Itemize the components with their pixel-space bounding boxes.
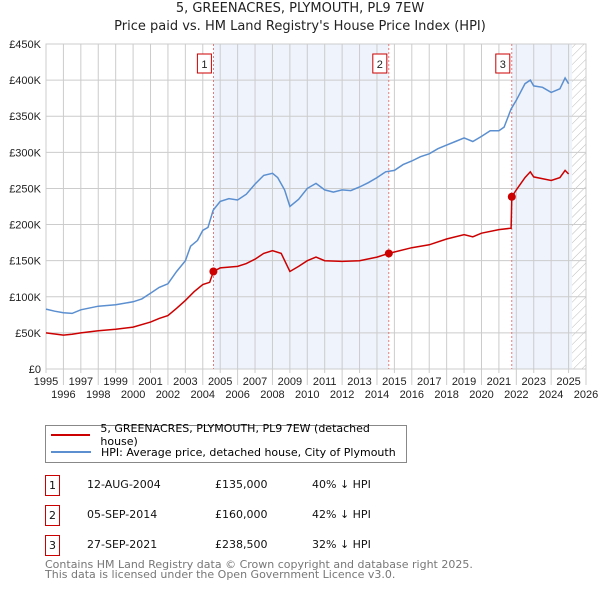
footer: Contains HM Land Registry data © Crown c… [45, 558, 473, 581]
legend-item-hpi: HPI: Average price, detached house, City… [51, 444, 396, 460]
x-tick-label: 2001 [138, 376, 162, 388]
sale-hpi-diff: 40% ↓ HPI [312, 478, 371, 491]
legend-label-property: 5, GREENACRES, PLYMOUTH, PL9 7EW (detach… [100, 422, 370, 448]
x-tick-label: 2015 [382, 376, 406, 388]
y-tick-label: £450K [9, 39, 41, 51]
sale-marker-box [495, 53, 511, 74]
sale-point [384, 249, 393, 258]
x-tick-label: 1996 [51, 389, 75, 401]
sale-date: 27-SEP-2021 [87, 538, 158, 551]
sale-price: £238,500 [215, 538, 268, 551]
x-tick-label: 2009 [278, 376, 302, 388]
series-line-property [45, 169, 570, 336]
x-tick-label: 2019 [452, 376, 476, 388]
x-tick-label: 1998 [86, 389, 110, 401]
legend-item-property: 5, GREENACRES, PLYMOUTH, PL9 7EW (detach… [51, 422, 406, 448]
chart-subtitle: Price paid vs. HM Land Registry's House … [114, 19, 486, 34]
sale-hpi-diff: 42% ↓ HPI [312, 508, 371, 521]
sale-marker-number: 3 [500, 59, 506, 71]
y-tick-label: £0 [29, 364, 41, 376]
x-tick-label: 2024 [539, 389, 563, 401]
x-tick-label: 2011 [313, 376, 337, 388]
sale-hpi-diff: 32% ↓ HPI [312, 538, 371, 551]
sale-marker-box [372, 53, 388, 74]
x-tick-label: 1997 [69, 376, 93, 388]
sale-price: £135,000 [215, 478, 268, 491]
sale-price: £160,000 [215, 508, 268, 521]
x-tick-label: 2005 [208, 376, 232, 388]
legend-label-hpi: HPI: Average price, detached house, City… [101, 445, 396, 459]
chart-title: 5, GREENACRES, PLYMOUTH, PL9 7EW [175, 1, 425, 16]
legend-line-hpi [51, 451, 91, 453]
future-hatch [572, 44, 586, 369]
x-tick-label: 2018 [434, 389, 458, 401]
y-tick-label: £100K [9, 292, 41, 304]
y-tick-label: £50K [15, 328, 41, 340]
footer-copyright: Contains HM Land Registry data © Crown c… [45, 558, 473, 571]
x-tick-label: 2007 [243, 376, 267, 388]
sale-point [507, 192, 516, 201]
x-tick-label: 2004 [191, 389, 215, 401]
series-line-hpi [45, 76, 570, 315]
x-tick-label: 2023 [521, 376, 545, 388]
sale-marker-number: 2 [377, 59, 383, 71]
sale-date: 12-AUG-2004 [87, 478, 161, 491]
y-tick-label: £250K [9, 183, 41, 195]
x-tick-label: 2021 [487, 376, 511, 388]
x-tick-label: 2002 [156, 389, 180, 401]
sale-number-box: 2 [45, 505, 60, 526]
x-tick-label: 2013 [347, 376, 371, 388]
sale-number-box: 1 [45, 475, 60, 496]
x-tick-label: 2022 [504, 389, 528, 401]
x-tick-label: 2026 [574, 389, 598, 401]
x-tick-label: 2025 [556, 376, 580, 388]
x-tick-label: 1995 [34, 376, 58, 388]
sale-date: 05-SEP-2014 [87, 508, 158, 521]
x-tick-label: 2016 [400, 389, 424, 401]
plot-frame [45, 43, 587, 370]
x-tick-label: 2008 [260, 389, 284, 401]
x-tick-label: 2003 [173, 376, 197, 388]
sale-marker-box [196, 53, 212, 74]
y-tick-label: £150K [9, 256, 41, 268]
price-chart: 1995199619971998199920002001200220032004… [9, 39, 598, 401]
y-tick-label: £300K [9, 147, 41, 159]
x-tick-label: 2017 [417, 376, 441, 388]
y-tick-label: £200K [9, 220, 41, 232]
x-tick-label: 2000 [121, 389, 145, 401]
x-tick-label: 2012 [330, 389, 354, 401]
footer-licence: This data is licensed under the Open Gov… [45, 568, 396, 581]
sale-number-box: 3 [45, 535, 60, 556]
x-tick-label: 2020 [469, 389, 493, 401]
x-tick-label: 2014 [365, 389, 389, 401]
shade-region [213, 44, 389, 369]
y-tick-label: £350K [9, 111, 41, 123]
legend: 5, GREENACRES, PLYMOUTH, PL9 7EW (detach… [45, 422, 407, 463]
x-tick-label: 1999 [103, 376, 127, 388]
x-tick-label: 2006 [225, 389, 249, 401]
sale-marker-number: 1 [201, 59, 207, 71]
y-tick-label: £400K [9, 75, 41, 87]
x-tick-label: 2010 [295, 389, 319, 401]
shade-region [511, 44, 573, 369]
legend-line-property [51, 434, 91, 436]
sale-point [209, 267, 218, 276]
